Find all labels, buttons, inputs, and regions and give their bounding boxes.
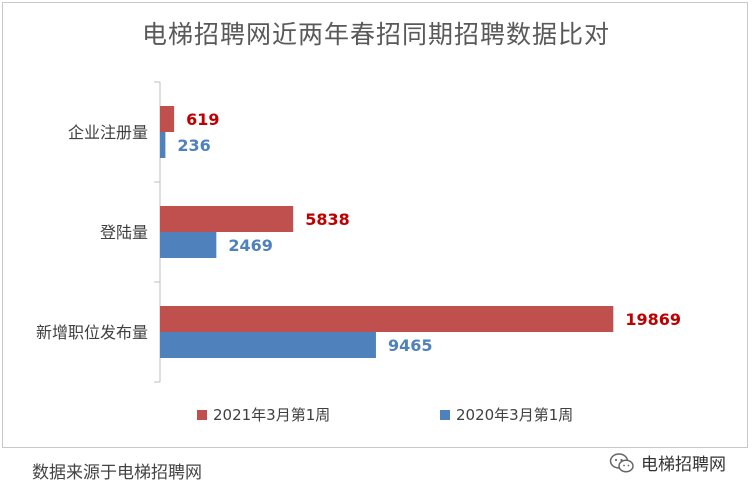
legend-label: 2021年3月第1周 (213, 406, 330, 424)
chart-frame: 电梯招聘网近两年春招同期招聘数据比对 (2, 2, 748, 448)
bar-series-2021 (160, 306, 614, 332)
wechat-icon (609, 452, 634, 473)
data-label: 2469 (228, 236, 273, 255)
bar-series-2021 (160, 206, 294, 232)
bar-series-2020 (160, 232, 217, 258)
legend-label: 2020年3月第1周 (456, 406, 573, 424)
category-label: 新增职位发布量 (36, 323, 148, 342)
watermark-text: 电梯招聘网 (641, 455, 726, 475)
data-label: 19869 (625, 310, 681, 329)
bar-series-2020 (160, 332, 376, 358)
category-label: 企业注册量 (68, 123, 148, 142)
category-label: 登陆量 (100, 223, 148, 242)
data-label: 5838 (305, 210, 350, 229)
bar-series-2021 (160, 106, 175, 132)
data-label: 9465 (388, 336, 433, 355)
data-label: 619 (186, 110, 219, 129)
chart-title: 电梯招聘网近两年春招同期招聘数据比对 (141, 20, 610, 49)
data-label: 236 (177, 136, 210, 155)
watermark: 电梯招聘网 (609, 450, 726, 475)
legend-swatch (440, 410, 450, 420)
bar-series-2020 (160, 132, 166, 158)
source-note: 数据来源于电梯招聘网 (32, 463, 202, 483)
legend-swatch (197, 410, 207, 420)
